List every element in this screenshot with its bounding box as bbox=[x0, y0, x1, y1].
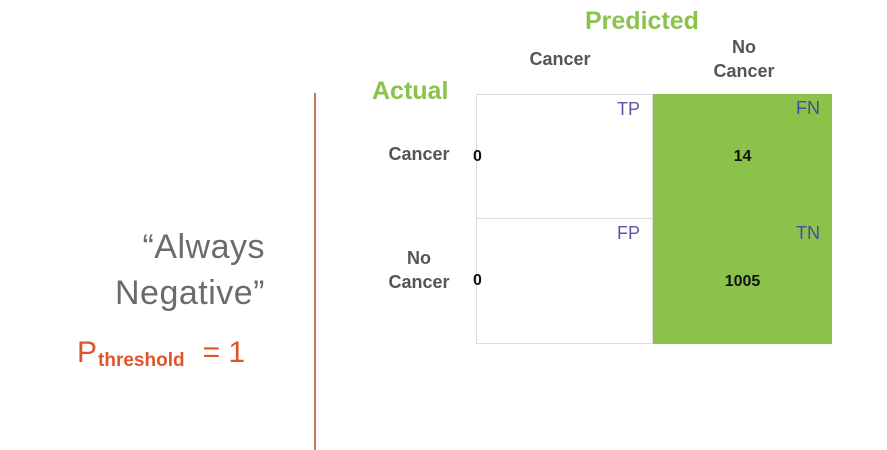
vertical-divider bbox=[314, 93, 316, 450]
cell-value-tp: 0 bbox=[473, 147, 482, 165]
predicted-title: Predicted bbox=[585, 7, 699, 35]
quote-line-2: Negative” bbox=[114, 274, 265, 312]
cell-value-tn: 1005 bbox=[724, 272, 761, 290]
cell-tag-tp: TP bbox=[616, 99, 640, 119]
cell-tag-tn: TN bbox=[796, 223, 820, 243]
col-header-cancer: Cancer bbox=[529, 49, 591, 69]
actual-title: Actual bbox=[372, 77, 449, 105]
cell-true-negative: TN 1005 bbox=[653, 219, 832, 344]
row-header-cancer: Cancer bbox=[388, 144, 450, 164]
threshold-symbol: P bbox=[77, 336, 98, 369]
cell-false-negative: FN 14 bbox=[653, 94, 832, 219]
quote-line-1: “Always bbox=[142, 228, 265, 266]
threshold-formula: Pthreshold = 1 bbox=[77, 336, 246, 371]
cell-value-fp: 0 bbox=[473, 272, 482, 289]
col-header-no-cancer: No Cancer bbox=[713, 37, 775, 81]
threshold-value: = 1 bbox=[202, 336, 246, 369]
cell-value-fn: 14 bbox=[733, 147, 752, 165]
threshold-subscript: threshold bbox=[98, 350, 185, 371]
cell-tag-fn: FN bbox=[796, 98, 820, 118]
cell-tag-fp: FP bbox=[616, 223, 640, 243]
row-header-no-cancer: No Cancer bbox=[388, 248, 450, 292]
cell-false-positive: FP 0 bbox=[473, 218, 653, 344]
cell-true-positive: TP 0 bbox=[473, 94, 653, 219]
